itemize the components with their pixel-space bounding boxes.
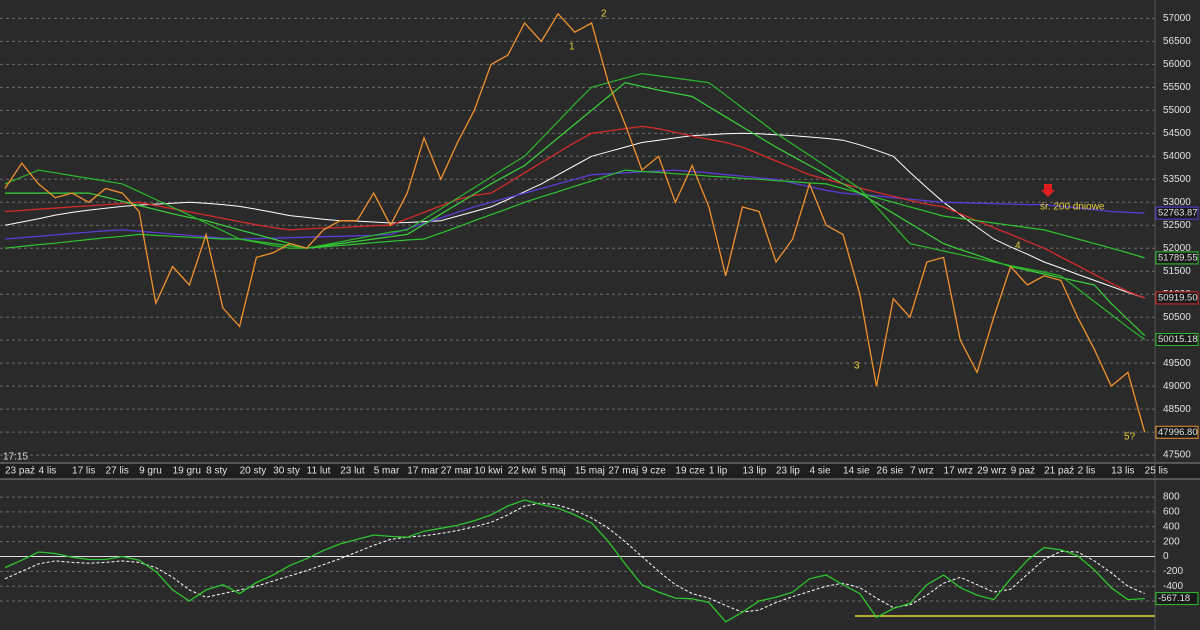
y-tick-label: 400 [1163, 521, 1180, 532]
series-line [4, 12, 1146, 433]
annotation: 3 [854, 361, 860, 372]
y-tick-label: 800 [1163, 492, 1180, 503]
x-tick-label: 4 lis [39, 466, 57, 477]
y-tick-label: 54500 [1163, 128, 1191, 139]
labels: 23 paź 4 lis 17 lis 27 lis 9 gru 19 gru 8 sty 2… [5, 9, 1199, 607]
end-label-box [1155, 251, 1199, 265]
series-line [4, 502, 1145, 613]
x-tick-label: 8 sty [206, 466, 227, 477]
end-label: 47996.80 [1158, 427, 1198, 438]
x-tick-label: 25 lis [1145, 466, 1168, 477]
x-tick-label: 17 lis [72, 466, 95, 477]
x-tick-label: 23 paź [5, 466, 35, 477]
x-tick-label: 5 mar [374, 466, 400, 477]
end-label-box [1155, 332, 1199, 346]
x-tick-label: 17 wrz [944, 466, 973, 477]
end-label: 51789.55 [1158, 252, 1198, 263]
arrow-marker [1041, 184, 1055, 197]
annotation: 1 [569, 42, 575, 53]
series-line [4, 169, 1145, 240]
y-tick-label: 49500 [1163, 358, 1191, 369]
x-tick-label: 10 kwi [474, 466, 502, 477]
y-tick-label: 52000 [1163, 243, 1191, 254]
y-tick-label: 51500 [1163, 266, 1191, 277]
x-tick-label: 2 lis [1078, 466, 1096, 477]
x-tick-label: 5 maj [541, 466, 565, 477]
y-tick-label: 200 [1163, 536, 1180, 547]
x-tick-label: 17 mar [407, 466, 439, 477]
end-label-box [1155, 592, 1199, 606]
annotation: śr. 200 dniowe [1040, 202, 1105, 213]
x-tick-label: 14 sie [843, 466, 870, 477]
y-tick-label: -400 [1163, 581, 1183, 592]
y-tick-label: 53500 [1163, 174, 1191, 185]
x-tick-label: 9 cze [642, 466, 666, 477]
end-label-box [1155, 291, 1199, 305]
end-label: 50919.50 [1158, 292, 1198, 303]
x-tick-label: 15 maj [575, 466, 605, 477]
x-tick-label: 19 cze [675, 466, 705, 477]
y-tick-label: 56000 [1163, 59, 1191, 70]
x-tick-label: 30 sty [273, 466, 300, 477]
annotation: 5? [1124, 432, 1136, 443]
x-tick-label: 19 gru [173, 466, 201, 477]
x-tick-label: 9 paź [1011, 466, 1035, 477]
x-tick-label: 27 lis [106, 466, 129, 477]
x-tick-label: 9 gru [139, 466, 162, 477]
grid [0, 17, 1155, 602]
y-tick-label: 47500 [1163, 450, 1191, 461]
annotation: 4 [1015, 241, 1021, 252]
end-label: 52763.87 [1158, 208, 1198, 219]
series-line [4, 72, 1146, 340]
x-tick-label: 11 lut [307, 466, 331, 477]
y-tick-label: 49000 [1163, 381, 1191, 392]
x-axis-bar [0, 463, 1200, 479]
series-line [4, 125, 1145, 299]
y-tick-label: 55000 [1163, 105, 1191, 116]
end-label: 50015.18 [1158, 334, 1198, 345]
y-tick-label: 56500 [1163, 36, 1191, 47]
x-tick-label: 7 wrz [910, 466, 934, 477]
x-tick-label: 4 sie [809, 466, 831, 477]
x-tick-label: 26 sie [877, 466, 904, 477]
end-label-box [1155, 206, 1199, 220]
x-tick-label: 27 maj [608, 466, 638, 477]
lines [4, 12, 1146, 623]
y-tick-label: 0 [1163, 551, 1169, 562]
end-label-box [1155, 425, 1199, 439]
y-tick-label: 55500 [1163, 82, 1191, 93]
end-label: -567.18 [1158, 593, 1190, 604]
y-tick-label: 57000 [1163, 13, 1191, 24]
y-tick-label: 48500 [1163, 404, 1191, 415]
x-tick-label: 13 lip [742, 466, 766, 477]
y-tick-label: 600 [1163, 507, 1180, 518]
x-tick-label: 23 lip [776, 466, 800, 477]
annotation: 2 [601, 9, 607, 20]
time-label: 17:15 [3, 452, 28, 463]
series-line [4, 499, 1145, 623]
x-tick-label: 27 mar [441, 466, 473, 477]
x-tick-label: 22 kwi [508, 466, 536, 477]
x-tick-label: 1 lip [709, 466, 728, 477]
y-tick-label: -200 [1163, 566, 1183, 577]
x-tick-label: 13 lis [1111, 466, 1134, 477]
x-tick-label: 20 sty [240, 466, 267, 477]
x-tick-label: 21 paź [1044, 466, 1074, 477]
y-tick-label: 52500 [1163, 220, 1191, 231]
x-tick-label: 29 wrz [977, 466, 1006, 477]
series-line [4, 169, 1145, 259]
y-tick-label: 54000 [1163, 151, 1191, 162]
x-tick-label: 23 lut [340, 466, 365, 477]
series-line [4, 132, 1145, 299]
series-line [5, 82, 1146, 337]
y-tick-label: 53000 [1163, 197, 1191, 208]
y-tick-label: 50500 [1163, 312, 1191, 323]
